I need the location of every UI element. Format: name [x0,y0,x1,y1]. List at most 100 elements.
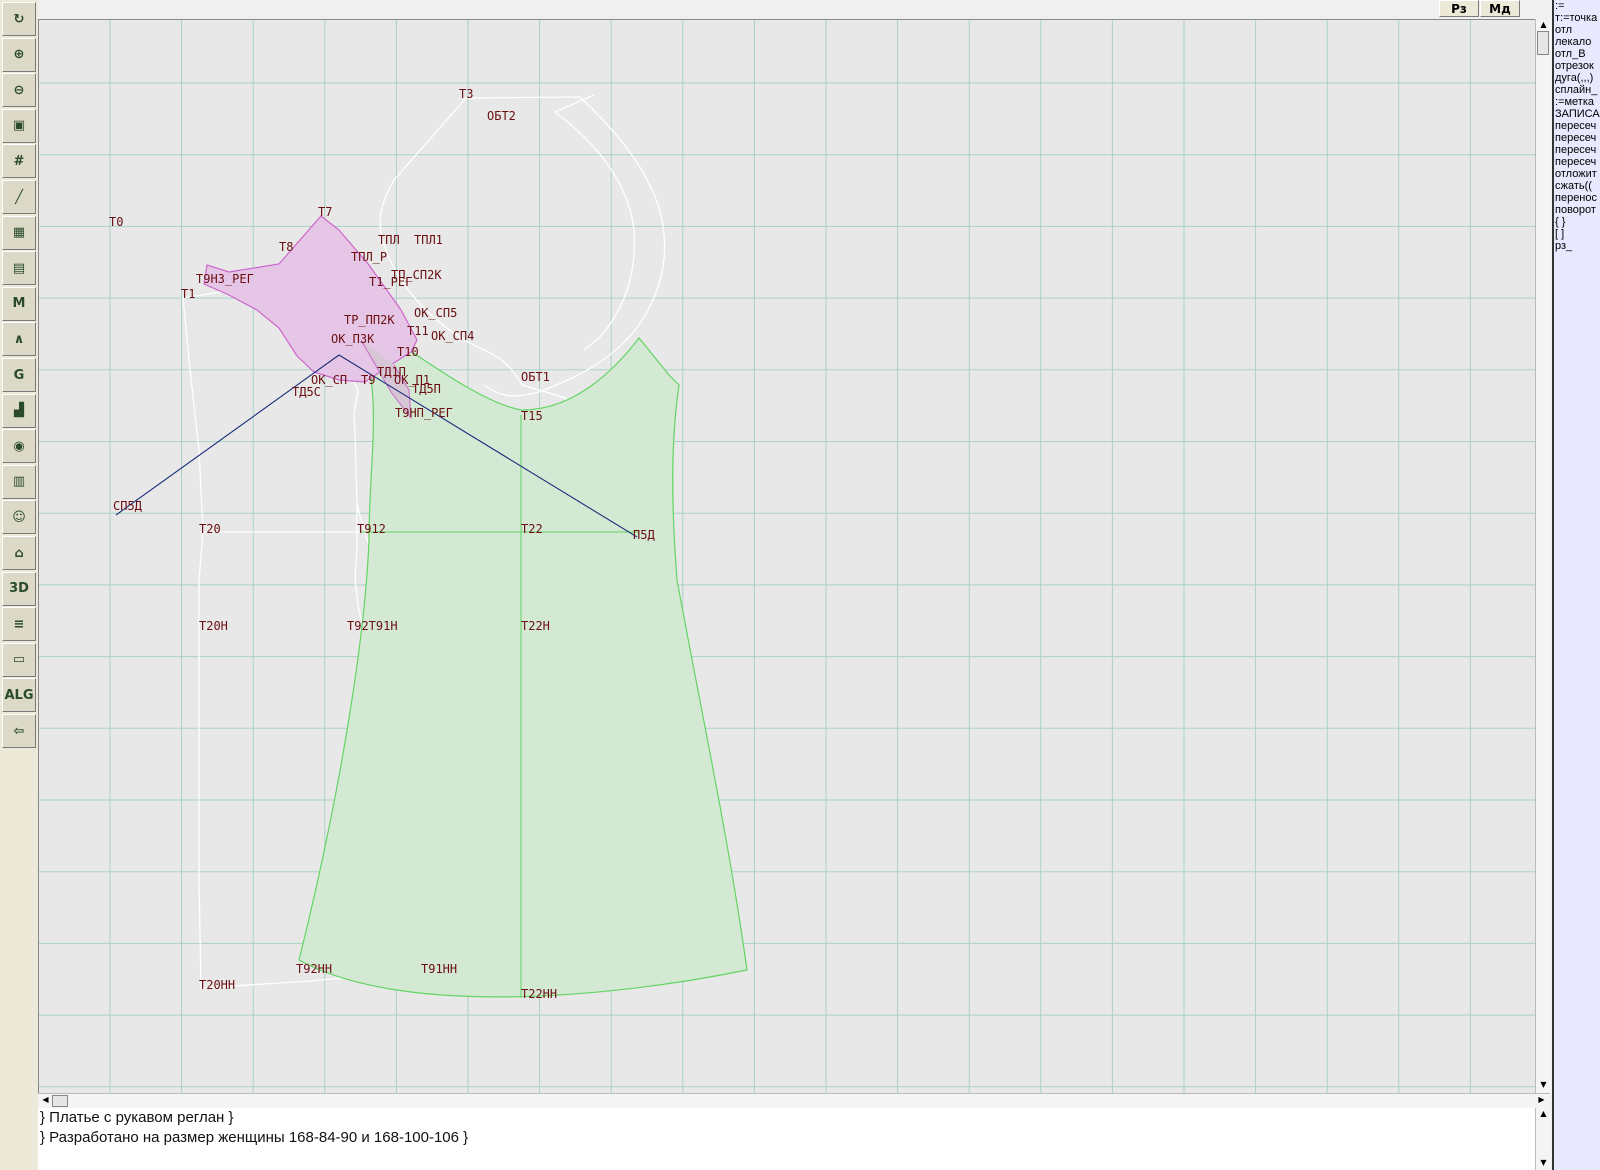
command-item[interactable]: лекало [1555,36,1592,48]
user-photo-icon[interactable]: ☺ [2,500,36,535]
vertical-scrollbar[interactable]: ▲ ▼ [1535,19,1551,1093]
curve-g-icon[interactable]: G [2,358,36,392]
command-item[interactable]: т:=точка [1555,12,1598,24]
command-item[interactable]: пересеч [1555,144,1597,156]
point-label[interactable]: ТП_СП2К [391,268,442,282]
sleeve-piece[interactable] [203,215,418,383]
command-item[interactable]: сжать(( [1555,180,1592,192]
front-piece[interactable] [298,337,748,998]
point-label[interactable]: Т91НН [421,962,457,976]
notes-scroll-up-icon[interactable]: ▲ [1540,1109,1547,1118]
notes-panel[interactable]: } Платье с рукавом реглан } } Разработан… [38,1108,1535,1170]
pattern-icon[interactable]: ▤ [2,251,36,286]
point-label[interactable]: П5Д [633,528,655,542]
zoom-in-icon[interactable]: ⊕ [2,37,36,72]
point-label[interactable]: Т10 [397,345,419,359]
scroll-right-arrow-icon[interactable]: ▶ [1538,1095,1545,1104]
zoom-out-icon[interactable]: ⊖ [2,73,36,108]
point-label[interactable]: ОК_СП5 [414,306,457,320]
compass-icon[interactable]: ∧ [2,322,36,357]
zoom-fit-icon[interactable]: ▣ [2,108,36,143]
neck-construction-a [379,97,570,401]
point-label[interactable]: Т9 [361,373,375,387]
point-label[interactable]: Т0 [109,215,123,229]
point-label[interactable]: ОК_СП4 [431,329,474,343]
point-label[interactable]: ТД1П [377,365,406,379]
point-label[interactable]: ТПЛ1 [414,233,443,247]
command-item[interactable]: отрезок [1555,60,1594,72]
command-item[interactable]: пересеч [1555,156,1597,168]
spreadsheet-icon[interactable]: ▥ [2,464,36,499]
command-item[interactable]: [ ] [1555,228,1565,240]
point-label[interactable]: Т92НН [296,962,332,976]
command-item[interactable]: сплайн_ [1555,84,1598,96]
command-item[interactable]: отл [1555,24,1573,36]
exit-icon[interactable]: ⇦ [2,714,36,748]
command-item[interactable]: ЗАПИСА [1555,108,1600,120]
refresh-icon[interactable]: ↻ [2,2,36,36]
command-item[interactable]: { } [1555,216,1566,228]
notes-scroll-down-icon[interactable]: ▼ [1540,1158,1547,1167]
document-list-icon[interactable]: ≡ [2,607,36,642]
command-item[interactable]: дуга(,,,) [1555,72,1594,84]
point-label[interactable]: Т15 [521,409,543,423]
notes-scrollbar[interactable]: ▲ ▼ [1535,1108,1551,1170]
drawing-canvas[interactable]: Т3 ОБТ2 Т0 Т7 Т8 ТПЛ ТПЛ1 Т9НЗ_РЕГ ТПЛ_Р ТП_СП2К Т… [38,19,1536,1094]
point-label[interactable]: ОБТ1 [521,370,550,384]
point-label[interactable]: ТР_ПП2К [344,313,395,327]
command-item[interactable]: пересеч [1555,120,1597,132]
point-label[interactable]: Т912 [357,522,386,536]
scroll-down-arrow-icon[interactable]: ▼ [1540,1080,1547,1089]
point-label[interactable]: Т1_РЕГ [369,275,412,289]
map-icon[interactable]: ▦ [2,215,36,250]
algorithm-icon[interactable]: ALG [2,678,36,713]
rz-button[interactable]: Рз [1439,0,1479,17]
scroll-up-arrow-icon[interactable]: ▲ [1540,20,1547,29]
command-item[interactable]: рз_ [1555,240,1573,252]
horizontal-scroll-thumb[interactable] [52,1095,68,1107]
command-item[interactable]: пересеч [1555,132,1597,144]
point-label[interactable]: Т9НП_РЕГ [395,406,453,420]
command-item[interactable]: отл_В [1555,48,1586,60]
ruler-icon[interactable]: ▟ [2,393,36,428]
books-icon[interactable]: ▭ [2,642,36,677]
point-label[interactable]: ОК_СП [311,373,347,387]
point-label[interactable]: ТД5П [412,382,441,396]
command-item[interactable]: перенос [1555,192,1598,204]
point-label[interactable]: Т8 [279,240,293,254]
command-item[interactable]: :=метка [1555,96,1595,108]
point-label[interactable]: Т11 [407,324,429,338]
point-label[interactable]: СП5Д [113,499,143,513]
md-button[interactable]: Мд [1480,0,1520,17]
point-label[interactable]: ОК_П1 [394,373,430,387]
left-toolbar: ↻ ⊕ ⊖ ▣ # ╱ ▦ ▤ M ∧ G ▟ ◉ ▥ ☺ ⌂ 3D ≡ ▭ ALG ⇦ [0,0,39,1170]
vertical-scroll-thumb[interactable] [1537,31,1549,55]
command-item[interactable]: поворот [1555,204,1596,216]
point-label[interactable]: Т7 [318,205,332,219]
point-label[interactable]: Т20НН [199,978,235,992]
grid-icon[interactable]: # [2,144,36,179]
point-label[interactable]: Т22НН [521,987,557,1001]
jacket-icon[interactable]: ⌂ [2,536,36,570]
point-label[interactable]: Т22Н [521,619,550,633]
point-label[interactable]: ОК_П3К [331,332,375,346]
measure-m-icon[interactable]: M [2,286,36,321]
point-label[interactable]: Т20 [199,522,221,536]
point-label[interactable]: Т3 [459,87,473,101]
point-label[interactable]: ОБТ2 [487,109,516,123]
scroll-left-arrow-icon[interactable]: ◀ [42,1095,49,1104]
point-label[interactable]: ТПЛ_Р [351,250,387,264]
command-item[interactable]: := [1555,0,1565,12]
point-label[interactable]: ТПЛ [378,233,400,247]
command-item[interactable]: отложит [1555,168,1597,180]
point-label[interactable]: Т1 [181,287,195,301]
point-label[interactable]: Т92Т91Н [347,619,398,633]
point-label[interactable]: Т9НЗ_РЕГ [196,272,254,286]
view-3d-icon[interactable]: 3D [2,571,36,606]
point-label[interactable]: Т22 [521,522,543,536]
line-tool-icon[interactable]: ╱ [2,180,36,214]
camera-icon[interactable]: ◉ [2,429,36,464]
horizontal-scrollbar[interactable]: ◀ ▶ [38,1093,1550,1109]
point-label[interactable]: Т20Н [199,619,228,633]
point-label[interactable]: ТД5С [292,385,321,399]
